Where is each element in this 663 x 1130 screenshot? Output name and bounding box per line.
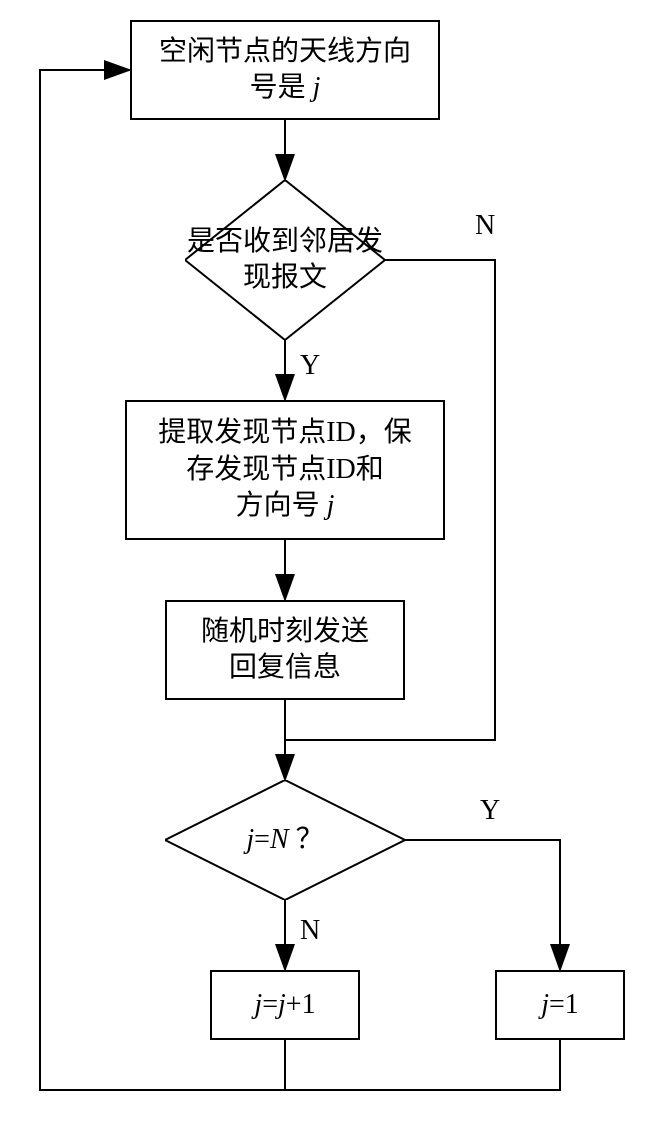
n2-line1: 提取发现节点ID，保 — [158, 417, 412, 448]
n4-j2: j — [278, 989, 286, 1020]
n3-line1: 随机时刻发送 — [201, 616, 369, 647]
n4-plus: +1 — [286, 989, 316, 1020]
n5-j: j — [541, 989, 549, 1020]
node-idle-antenna: 空闲节点的天线方向 号是 j — [130, 20, 440, 120]
label-d2-yes: Y — [480, 795, 500, 827]
node-j-increment: j=j+1 — [210, 970, 360, 1040]
decision-neighbor-msg: 是否收到邻居发 现报文 — [185, 180, 385, 340]
n5-one: 1 — [565, 989, 579, 1020]
d1-line2: 现报文 — [243, 262, 327, 293]
node-extract-id: 提取发现节点ID，保 存发现节点ID和 方向号 j — [125, 400, 445, 540]
n3-line2: 回复信息 — [229, 652, 341, 683]
d2-q: ？ — [289, 824, 324, 855]
d2-eq: = — [254, 824, 270, 855]
n2-line3-prefix: 方向号 — [236, 490, 320, 521]
label-d1-yes: Y — [300, 350, 320, 382]
n1-line1: 空闲节点的天线方向 — [159, 36, 411, 67]
d2-N: N — [270, 824, 289, 855]
d1-line1: 是否收到邻居发 — [187, 226, 383, 257]
n5-eq: = — [549, 989, 565, 1020]
decision-j-equals-n: j=N ？ — [165, 780, 405, 900]
n2-j: j — [327, 490, 335, 521]
node-send-reply: 随机时刻发送 回复信息 — [165, 600, 405, 700]
n2-line2: 存发现节点ID和 — [186, 454, 384, 485]
label-d2-no: N — [300, 915, 320, 947]
n1-j: j — [313, 72, 321, 103]
node-j-reset: j=1 — [495, 970, 625, 1040]
label-d1-no: N — [475, 210, 495, 242]
flow-arrows — [0, 0, 663, 1130]
n4-eq: = — [262, 989, 278, 1020]
n1-line2-prefix: 号是 — [250, 72, 306, 103]
d2-j: j — [246, 824, 254, 855]
